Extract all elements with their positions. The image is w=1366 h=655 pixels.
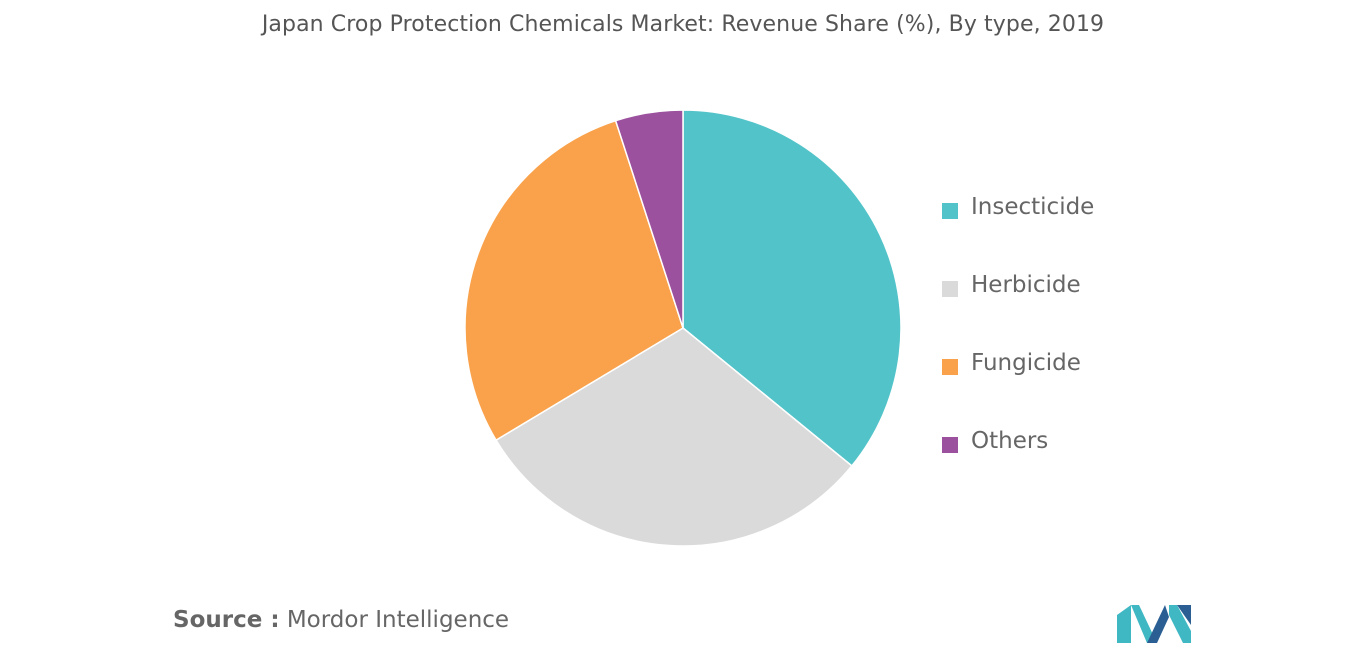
legend-label-herbicide: Herbicide — [971, 272, 1081, 298]
pie-slice-fungicide — [464, 119, 684, 442]
legend-label-fungicide: Fungicide — [971, 350, 1081, 376]
source-text: Mordor Intelligence — [279, 607, 510, 633]
legend-swatch-insecticide — [942, 203, 958, 219]
legend-swatch-others — [942, 437, 958, 453]
legend-swatch-fungicide — [942, 359, 958, 375]
logo-shape-right-slant — [1169, 605, 1191, 643]
chart-title: Japan Crop Protection Chemicals Market: … — [261, 12, 1105, 37]
pie-slice-others — [614, 109, 684, 329]
legend-swatch-herbicide — [942, 281, 958, 297]
source-note: Source : Mordor Intelligence — [173, 607, 509, 633]
logo-shape-right-top — [1177, 605, 1191, 625]
logo-shape-left — [1117, 605, 1131, 643]
logo-shape-diagonal-left — [1131, 605, 1157, 643]
legend-label-others: Others — [971, 428, 1049, 454]
logo-shape-diagonal-right — [1147, 605, 1169, 643]
source-prefix: Source : — [173, 607, 280, 633]
mordor-intelligence-logo-icon — [1117, 605, 1191, 643]
legend-label-insecticide: Insecticide — [971, 194, 1095, 220]
pie-slice-insecticide — [682, 109, 902, 467]
pie-slice-herbicide — [495, 327, 853, 547]
pie-slices — [464, 109, 902, 547]
